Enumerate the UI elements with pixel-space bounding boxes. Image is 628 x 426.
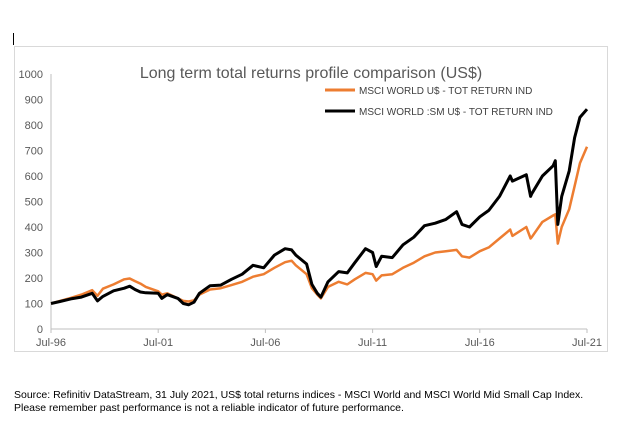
y-tick-label: 500 [25, 197, 43, 209]
chart-title: Long term total returns profile comparis… [140, 65, 482, 82]
x-tick-label: Jul-06 [250, 337, 280, 349]
y-tick-label: 700 [25, 146, 43, 158]
y-tick-label: 400 [25, 222, 43, 234]
legend-label: MSCI WORLD U$ - TOT RETURN IND [359, 86, 532, 97]
y-tick-label: 900 [25, 95, 43, 107]
disclaimer-note: Please remember past performance is not … [14, 402, 404, 414]
x-tick-label: Jul-16 [465, 337, 495, 349]
x-tick-label: Jul-21 [572, 337, 602, 349]
y-tick-label: 200 [25, 273, 43, 285]
y-tick-label: 300 [25, 248, 43, 260]
series-line-msci-world-sm [50, 108, 589, 307]
x-tick-label: Jul-11 [358, 337, 387, 349]
x-tick-label: Jul-01 [143, 337, 173, 349]
chart-area: 0 100 200 300 400 500 600 700 800 900 1000 Jul-96 Ju… [14, 46, 608, 352]
series-line-msci-world [50, 146, 589, 305]
y-tick-label: 800 [25, 120, 43, 132]
source-note: Source: Refinitiv DataStream, 31 July 20… [14, 389, 584, 401]
y-tick-label: 0 [37, 324, 43, 336]
y-tick-label: 100 [25, 299, 43, 311]
legend-label: MSCI WORLD :SM U$ - TOT RETURN IND [359, 107, 553, 118]
y-tick-label: 1000 [19, 69, 43, 81]
x-tick-label: Jul-96 [36, 337, 66, 349]
text-cursor [13, 33, 14, 45]
line-chart: 0 100 200 300 400 500 600 700 800 900 1000 Jul-96 Ju… [19, 65, 602, 349]
y-tick-label: 600 [25, 171, 43, 183]
